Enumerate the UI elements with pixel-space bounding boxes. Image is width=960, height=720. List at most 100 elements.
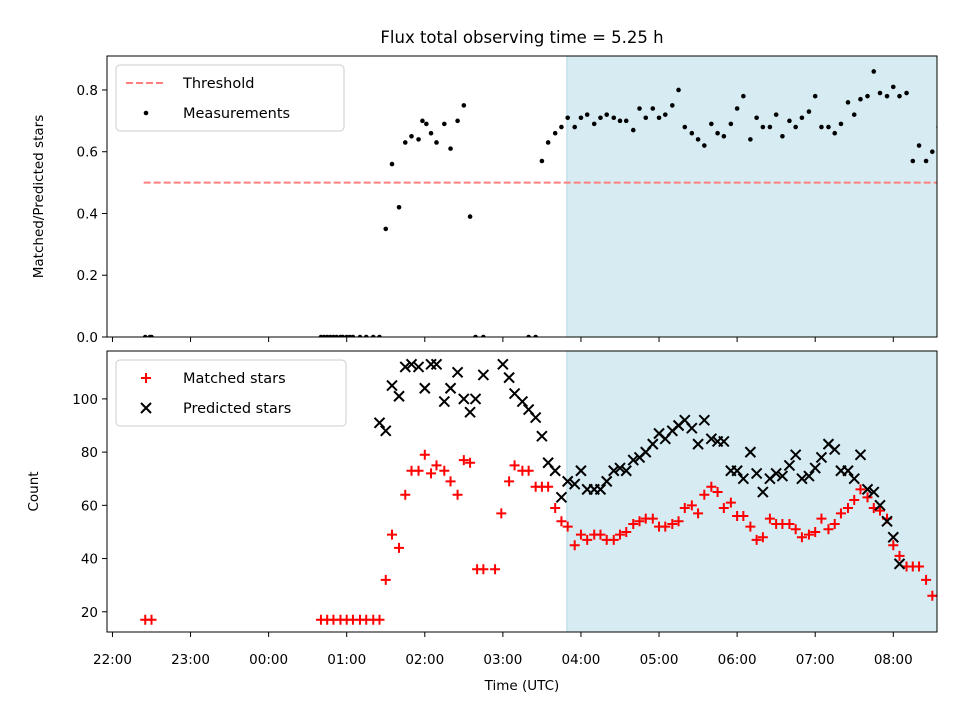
- measurement-point: [420, 118, 425, 124]
- measurement-point: [890, 84, 896, 90]
- matched-point: [556, 516, 567, 527]
- predicted-point: [444, 382, 457, 394]
- matched-point-mark: [835, 508, 846, 519]
- measurement-point: [643, 115, 649, 121]
- matched-point: [582, 534, 593, 545]
- matched-point-mark: [509, 460, 520, 471]
- matched-point-mark: [465, 457, 476, 468]
- matched-point-mark: [419, 449, 430, 460]
- predicted-point: [477, 369, 490, 381]
- matched-point-mark: [745, 521, 756, 532]
- measurement-point: [377, 334, 382, 337]
- measurement-point: [819, 124, 824, 130]
- matched-point-mark: [660, 521, 671, 532]
- predicted-point: [380, 425, 392, 437]
- legend-box: [115, 64, 345, 132]
- matched-point: [465, 457, 476, 468]
- matched-point: [550, 502, 561, 513]
- matched-point: [621, 526, 632, 537]
- matched-point-mark: [699, 489, 710, 500]
- matched-point-mark: [810, 526, 821, 537]
- predicted-point-mark: [750, 467, 763, 480]
- predicted-point-mark: [737, 473, 750, 485]
- matched-point-mark: [595, 529, 606, 540]
- matched-point-mark: [933, 594, 937, 597]
- measurement-point: [611, 115, 617, 121]
- measurement-point: [695, 137, 701, 142]
- predicted-point: [419, 382, 431, 394]
- predicted-point: [620, 465, 632, 477]
- matched-point-mark: [706, 481, 717, 492]
- matched-point: [725, 497, 736, 508]
- measurement-point: [865, 93, 870, 99]
- matched-point-mark: [634, 516, 645, 527]
- predicted-point-mark: [373, 417, 386, 429]
- measurement-point: [773, 112, 779, 117]
- matched-point: [816, 513, 827, 524]
- matched-point-mark: [679, 502, 690, 513]
- predicted-point: [686, 422, 698, 434]
- measurement-point: [812, 93, 818, 99]
- matched-point: [431, 460, 442, 471]
- measurement-point: [584, 112, 590, 117]
- predicted-point: [561, 475, 574, 488]
- predicted-point-mark: [854, 449, 867, 461]
- matched-point-mark: [496, 508, 507, 519]
- predicted-point-mark: [458, 393, 470, 405]
- matched-point-mark: [490, 564, 501, 575]
- matched-point: [933, 594, 937, 597]
- measurement-point: [389, 161, 395, 167]
- matched-point-mark: [855, 484, 866, 495]
- matched-point-mark: [784, 518, 795, 529]
- matched-point: [790, 524, 801, 535]
- measurement-point: [709, 121, 714, 127]
- matched-point: [426, 468, 437, 479]
- matched-point-mark: [947, 591, 957, 601]
- predicted-point: [731, 465, 743, 477]
- predicted-point-mark: [698, 414, 711, 426]
- predicted-point: [770, 467, 782, 480]
- matched-point: [914, 561, 925, 572]
- y-tick-label: 20: [81, 605, 98, 621]
- predicted-point-mark: [686, 422, 698, 434]
- matched-point-mark: [413, 465, 424, 476]
- matched-point: [751, 534, 762, 545]
- predicted-point: [503, 371, 515, 384]
- matched-point-mark: [921, 574, 932, 585]
- predicted-point: [469, 393, 482, 405]
- predicted-point: [412, 361, 425, 373]
- measurement-point: [793, 124, 798, 130]
- predicted-point: [737, 473, 750, 485]
- predicted-point: [399, 361, 411, 373]
- predicted-point: [647, 438, 659, 450]
- predicted-point: [497, 358, 509, 371]
- predicted-point: [803, 470, 815, 482]
- measurement-point: [340, 334, 346, 337]
- measurement-point: [591, 121, 597, 127]
- x-tick-label: 05:00: [640, 652, 679, 668]
- matched-point-mark: [842, 502, 853, 513]
- predicted-point-mark: [575, 465, 587, 477]
- predicted-point-mark: [516, 395, 529, 408]
- predicted-point-mark: [874, 499, 886, 512]
- predicted-point-mark: [430, 358, 443, 371]
- matched-point: [386, 529, 397, 540]
- matched-point: [374, 614, 385, 625]
- measurement-point: [838, 121, 844, 127]
- matched-point: [509, 460, 520, 471]
- measurement-point: [409, 133, 414, 139]
- legend-predicted-swatch: [140, 402, 152, 414]
- matched-point-mark: [621, 526, 632, 537]
- x-tick-label: 07:00: [796, 652, 835, 668]
- measurement-point: [799, 115, 805, 121]
- predicted-point-mark: [809, 462, 821, 474]
- measurement-point: [682, 124, 688, 130]
- predicted-point-mark: [614, 462, 626, 474]
- predicted-point: [601, 475, 613, 488]
- measurement-point: [552, 130, 558, 136]
- matched-point-mark: [712, 487, 723, 498]
- measurement-point: [728, 121, 734, 127]
- measurement-point: [670, 103, 675, 108]
- measurement-point: [930, 149, 935, 155]
- x-axis-label: Time (UTC): [484, 678, 560, 694]
